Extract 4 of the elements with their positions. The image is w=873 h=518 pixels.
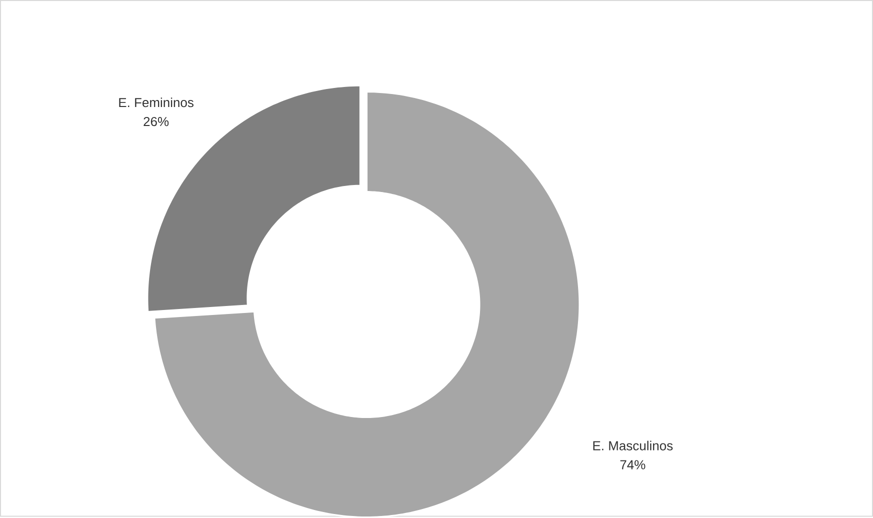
slice-label: E. Femininos <box>119 98 194 108</box>
data-label: 74% <box>620 460 646 470</box>
slice-label: E. Masculinos <box>593 440 673 450</box>
data-label: 26% <box>144 116 169 126</box>
